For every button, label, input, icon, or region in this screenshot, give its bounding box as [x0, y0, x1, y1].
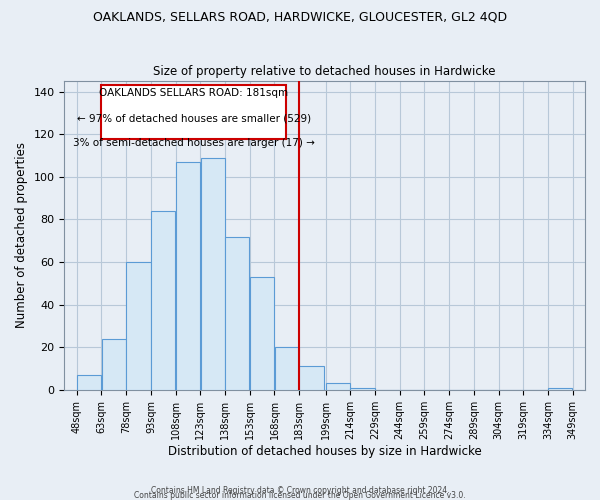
- Bar: [250, 277, 274, 390]
- Text: 3% of semi-detached houses are larger (17) →: 3% of semi-detached houses are larger (1…: [73, 138, 314, 148]
- FancyBboxPatch shape: [101, 86, 286, 138]
- Y-axis label: Number of detached properties: Number of detached properties: [15, 142, 28, 328]
- Title: Size of property relative to detached houses in Hardwicke: Size of property relative to detached ho…: [154, 66, 496, 78]
- Bar: [299, 366, 323, 390]
- X-axis label: Distribution of detached houses by size in Hardwicke: Distribution of detached houses by size …: [168, 444, 482, 458]
- Bar: [548, 388, 572, 390]
- Bar: [275, 348, 299, 390]
- Text: OAKLANDS, SELLARS ROAD, HARDWICKE, GLOUCESTER, GL2 4QD: OAKLANDS, SELLARS ROAD, HARDWICKE, GLOUC…: [93, 10, 507, 23]
- Bar: [127, 262, 151, 390]
- Text: ← 97% of detached houses are smaller (529): ← 97% of detached houses are smaller (52…: [77, 113, 311, 123]
- Bar: [102, 338, 126, 390]
- Bar: [77, 375, 101, 390]
- Text: OAKLANDS SELLARS ROAD: 181sqm: OAKLANDS SELLARS ROAD: 181sqm: [99, 88, 288, 99]
- Bar: [225, 236, 250, 390]
- Text: Contains public sector information licensed under the Open Government Licence v3: Contains public sector information licen…: [134, 491, 466, 500]
- Bar: [326, 384, 350, 390]
- Bar: [176, 162, 200, 390]
- Bar: [200, 158, 225, 390]
- Bar: [350, 388, 375, 390]
- Text: Contains HM Land Registry data © Crown copyright and database right 2024.: Contains HM Land Registry data © Crown c…: [151, 486, 449, 495]
- Bar: [151, 211, 175, 390]
